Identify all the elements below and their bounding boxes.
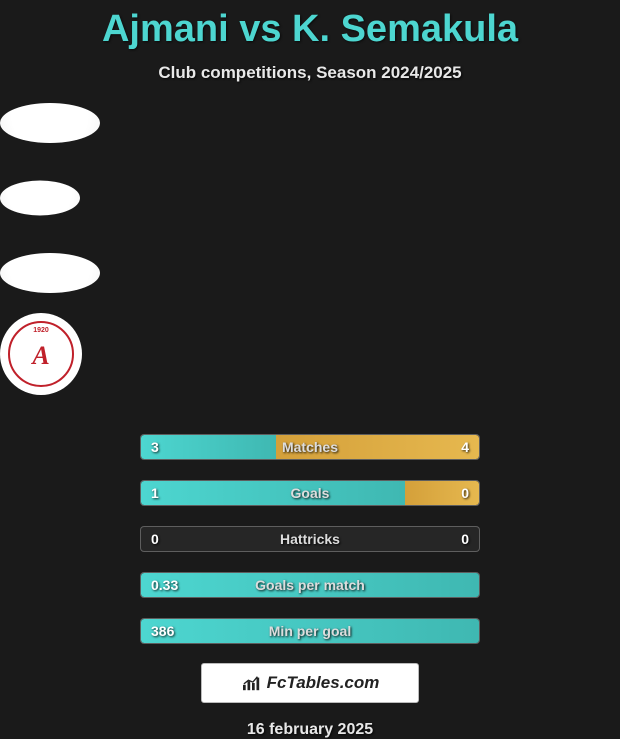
brand-badge[interactable]: FcTables.com [201, 663, 419, 703]
brand-chart-icon [241, 674, 263, 692]
value-right: 0 [461, 485, 469, 501]
metric-label: Goals [141, 485, 479, 501]
player-left-badge-bottom [0, 163, 80, 233]
club-initial: A [32, 341, 49, 371]
stat-row: 386 Min per goal [0, 617, 620, 645]
stat-bar: 3 Matches 4 [140, 434, 480, 460]
subtitle: Club competitions, Season 2024/2025 [0, 63, 620, 83]
brand-text: FcTables.com [267, 673, 380, 693]
page-title: Ajmani vs K. Semakula [0, 0, 620, 51]
date-label: 16 february 2025 [0, 721, 620, 739]
metric-label: Goals per match [141, 577, 479, 593]
player-right-club-badge: 1920 A [0, 313, 82, 395]
stats-container: 3 Matches 4 1 Goals 0 0 Hattricks 0 0.33… [0, 433, 620, 645]
stat-row: 1 Goals 0 [0, 479, 620, 507]
value-right: 4 [461, 439, 469, 455]
metric-label: Hattricks [141, 531, 479, 547]
player-right-badge-top [0, 233, 100, 313]
stat-bar: 386 Min per goal [140, 618, 480, 644]
metric-label: Min per goal [141, 623, 479, 639]
stat-row: 0 Hattricks 0 [0, 525, 620, 553]
stat-bar: 0 Hattricks 0 [140, 526, 480, 552]
metric-label: Matches [141, 439, 479, 455]
stat-row: 3 Matches 4 [0, 433, 620, 461]
value-right: 0 [461, 531, 469, 547]
stat-row: 0.33 Goals per match [0, 571, 620, 599]
stat-bar: 0.33 Goals per match [140, 572, 480, 598]
stat-bar: 1 Goals 0 [140, 480, 480, 506]
club-year: 1920 [33, 327, 49, 334]
player-left-badge-top [0, 83, 100, 163]
